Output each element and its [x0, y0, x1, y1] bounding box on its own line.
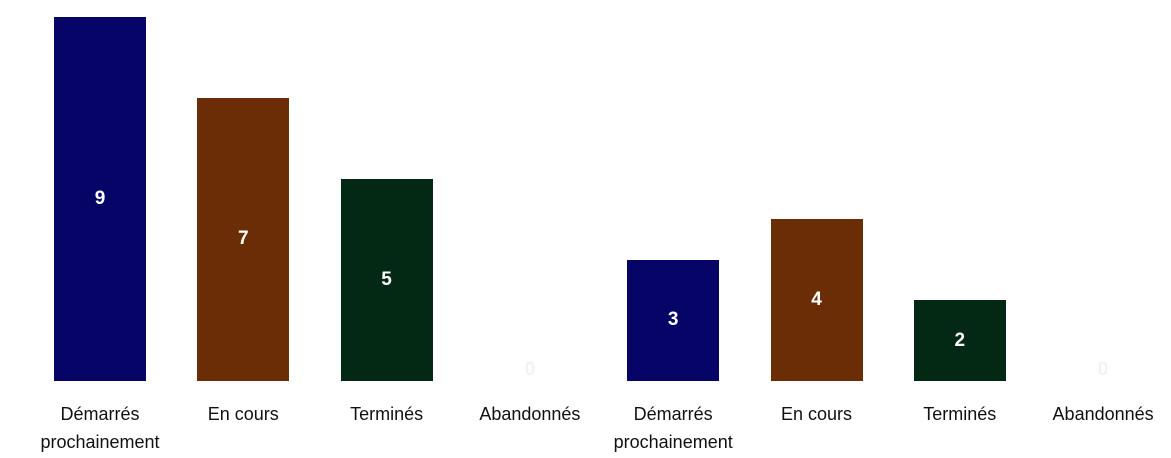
bar [770, 219, 863, 381]
category-label: En cours [780, 404, 853, 424]
value-label: 3 [667, 309, 679, 331]
bar [197, 97, 290, 381]
category-label: Abandonnés [1052, 404, 1154, 424]
value-label: 0 [524, 359, 536, 380]
bar [340, 178, 433, 381]
value-label: 9 [94, 188, 106, 209]
category-label: En cours [207, 404, 279, 424]
bar [913, 300, 1006, 381]
category-label: Terminés [923, 404, 997, 424]
category-label: Terminés [350, 404, 424, 424]
value-label: 7 [238, 228, 249, 250]
value-label: 4 [811, 289, 822, 311]
category-label: Démarrés prochainement [613, 404, 733, 452]
category-label: Abandonnés [479, 404, 581, 424]
value-label: 5 [381, 268, 392, 290]
bar [54, 17, 146, 381]
value-label: 2 [954, 329, 966, 351]
value-label: 0 [1097, 359, 1109, 380]
bar [627, 259, 720, 381]
category-label: Démarrés prochainement [40, 404, 160, 452]
